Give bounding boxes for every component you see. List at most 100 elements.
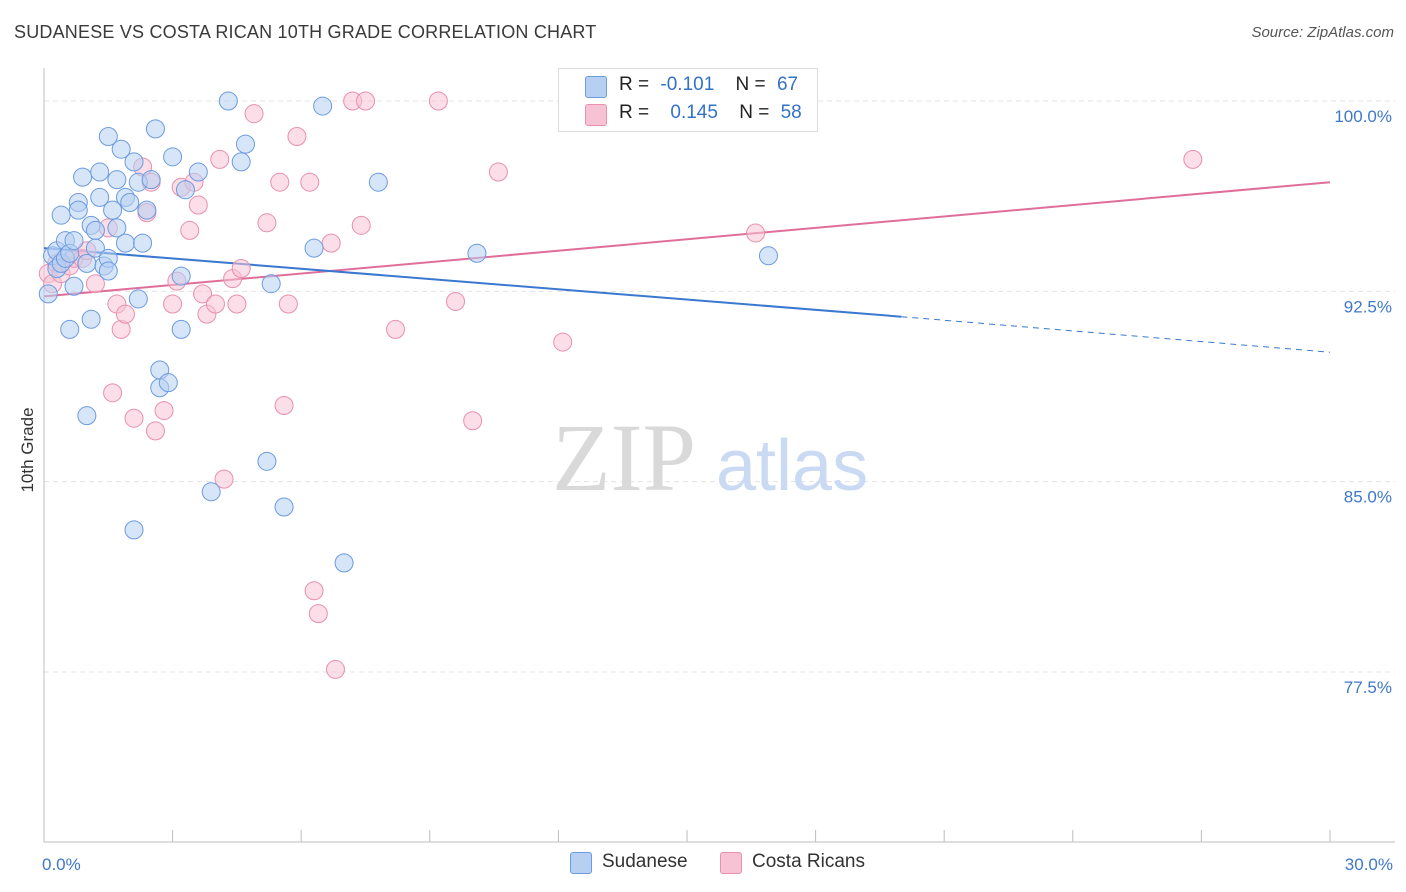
costa-ricans-point [180,220,200,240]
costa-ricans-point [210,149,230,169]
costa-ricans-point [351,215,371,235]
sudanese-point [231,152,251,172]
legend-n-label: N = [735,74,766,95]
sudanese-point [274,497,294,517]
chart-source: Source: ZipAtlas.com [1251,24,1394,41]
axis-layer [43,68,1395,843]
watermark-atlas: atlas [716,426,868,506]
legend-r-label: R = [619,102,650,123]
costa-ricans-point [163,294,183,314]
sudanese-point [201,482,221,502]
sudanese-point [90,162,110,182]
sudanese-point [261,274,281,294]
watermark-zip: ZIP [552,404,696,511]
trend-layer [43,181,1331,353]
costa-ricans-trend-line [43,181,1331,298]
costa-ricans-point [257,213,277,233]
grid-layer [44,100,1395,673]
costa-ricans-point [1183,149,1203,169]
sudanese-point [133,233,153,253]
sudanese-point [111,139,131,159]
sudanese-point [467,243,487,263]
costa-ricans-point [278,294,298,314]
y-tick-label: 92.5% [1344,297,1392,316]
costa-ricans-point [428,91,448,111]
sudanese-point [141,170,161,190]
sudanese-point [158,373,178,393]
costa-ricans-point [300,172,320,192]
costa-ricans-point [321,233,341,253]
legend-n-value: 67 [776,74,799,95]
sudanese-point [51,205,71,225]
sudanese-point [128,289,148,309]
sudanese-point [115,233,135,253]
sudanese-point [81,309,101,329]
sudanese-point [73,167,93,187]
sudanese-point [98,261,118,281]
legend-n-label: N = [739,102,770,123]
sudanese-point [38,284,58,304]
costa-ricans-point [386,319,406,339]
chart-title: SUDANESE VS COSTA RICAN 10TH GRADE CORRE… [14,22,597,42]
sudanese-point [313,96,333,116]
tick-label-layer: 100.0% 92.5% 85.0% 77.5% 0.0% 30.0% [42,107,1393,874]
sudanese-point [77,406,97,426]
x-tick-label: 0.0% [42,855,81,874]
sudanese-point [107,170,127,190]
x-tick-label: 30.0% [1345,855,1393,874]
costa-ricans-point [193,284,213,304]
costa-ricans-point [205,294,225,314]
sudanese-point [107,218,127,238]
sudanese-point [163,147,183,167]
legend-r-value: 0.145 [670,102,718,123]
costa-ricans-point [446,291,466,311]
costa-ricans-points [38,91,1203,679]
sudanese-point [334,553,354,573]
costa-ricans-point [244,104,264,124]
sudanese-point [171,266,191,286]
sudanese-points [38,91,778,573]
costa-ricans-point [227,294,247,314]
bottom-legend-label-sudanese: Sudanese [602,851,688,872]
sudanese-point [304,238,324,258]
y-tick-label: 77.5% [1344,678,1392,697]
legend-swatch-sudanese [585,76,607,98]
costa-ricans-point [308,604,328,624]
sudanese-point [171,319,191,339]
sudanese-point [64,276,84,296]
sudanese-point [60,319,80,339]
costa-ricans-point [270,172,290,192]
bottom-legend-swatch-sudanese [570,852,592,874]
costa-ricans-point [325,659,345,679]
costa-ricans-point [124,408,144,428]
sudanese-point [103,200,123,220]
sudanese-trend-line [43,247,902,318]
legend-n-value: 58 [780,102,802,123]
costa-ricans-point [115,304,135,324]
y-tick-label: 100.0% [1334,107,1392,126]
costa-ricans-point [154,401,174,421]
sudanese-point [68,200,88,220]
sudanese-point [98,127,118,147]
costa-ricans-point [85,274,105,294]
costa-ricans-point [304,581,324,601]
sudanese-point [188,162,208,182]
costa-ricans-point [488,162,508,182]
sudanese-point [235,134,255,154]
costa-ricans-point [145,421,165,441]
costa-ricans-point [463,411,483,431]
costa-ricans-point [274,396,294,416]
costa-ricans-point [231,258,251,278]
costa-ricans-point [103,383,123,403]
sudanese-point [85,238,105,258]
sudanese-point [758,246,778,266]
legend-swatch-costa-ricans [585,104,607,126]
costa-ricans-point [214,469,234,489]
sudanese-point [85,220,105,240]
y-tick-label: 85.0% [1344,488,1392,507]
sudanese-point [257,451,277,471]
costa-ricans-point [188,195,208,215]
costa-ricans-point [746,223,766,243]
sudanese-point [218,91,238,111]
